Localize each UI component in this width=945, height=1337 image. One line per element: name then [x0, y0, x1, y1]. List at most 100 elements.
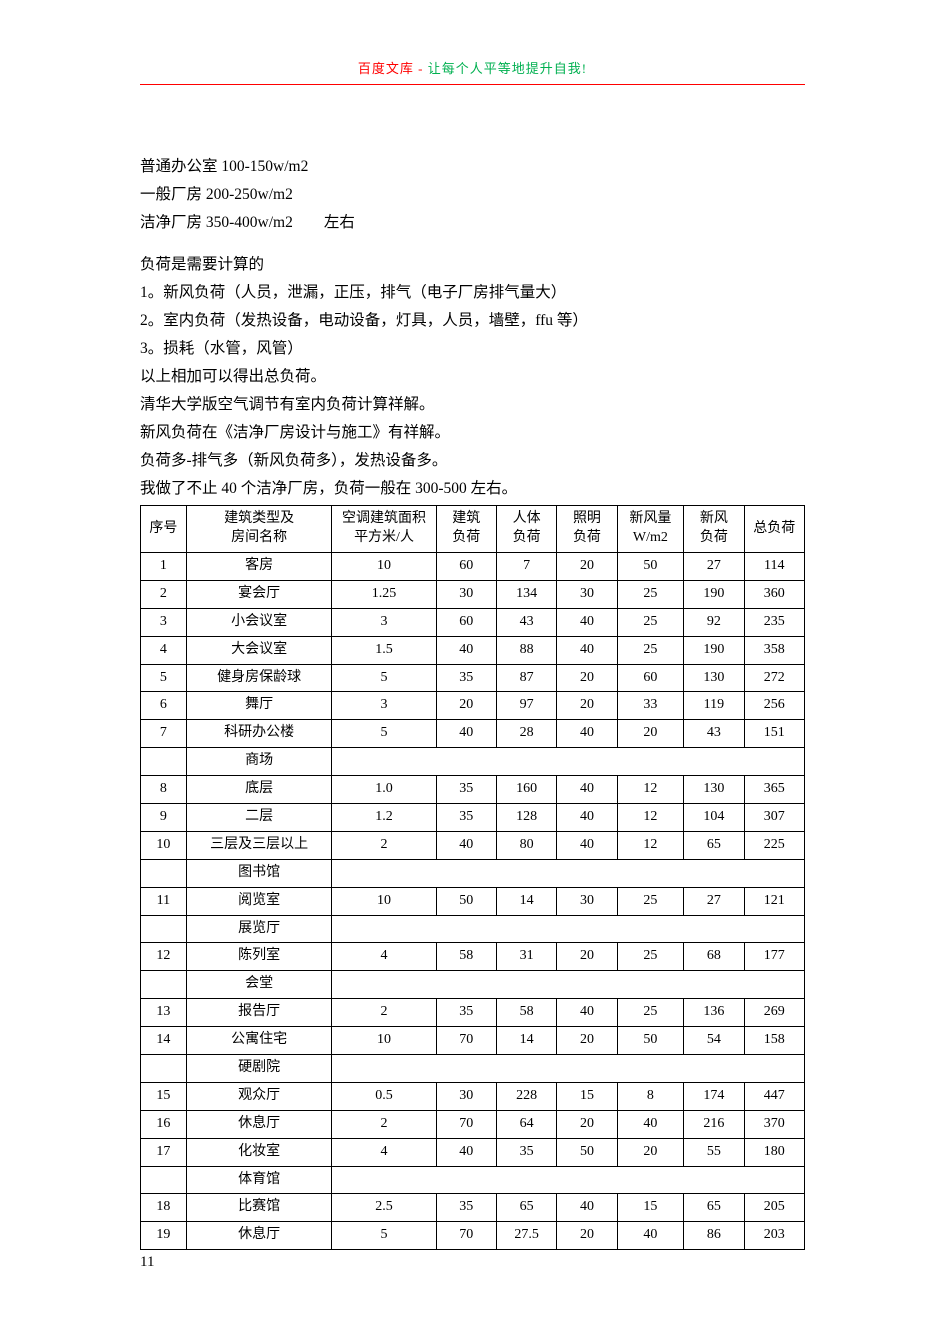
cell-area: 10: [332, 552, 436, 580]
cell-total: 272: [744, 664, 804, 692]
cell-empty-span: [332, 971, 805, 999]
cell-fresh: 25: [617, 943, 684, 971]
table-row: 会堂: [141, 971, 805, 999]
cell-fresh: 12: [617, 776, 684, 804]
load-table: 序号 建筑类型及 房间名称 空调建筑面积 平方米/人 建筑 负荷 人体 负荷: [140, 505, 805, 1250]
cell-fresh: 8: [617, 1082, 684, 1110]
cell-body: 28: [496, 720, 556, 748]
page-header: 百度文库 - 让每个人平等地提升自我!: [0, 0, 945, 93]
cell-fload: 130: [684, 664, 744, 692]
cell-arch: 35: [436, 776, 496, 804]
table-row: 体育馆: [141, 1166, 805, 1194]
cell-seq: 15: [141, 1082, 187, 1110]
cell-name: 小会议室: [186, 608, 332, 636]
cell-arch: 70: [436, 1027, 496, 1055]
cell-body: 35: [496, 1138, 556, 1166]
cell-fresh: 12: [617, 803, 684, 831]
cell-light: 20: [557, 943, 617, 971]
cell-fresh: 25: [617, 580, 684, 608]
para-line: 1。新风负荷（人员，泄漏，正压，排气（电子厂房排气量大）: [140, 281, 805, 305]
para-line: 以上相加可以得出总负荷。: [140, 365, 805, 389]
cell-fload: 68: [684, 943, 744, 971]
cell-arch: 60: [436, 608, 496, 636]
cell-seq: 5: [141, 664, 187, 692]
page-number: 11: [140, 1254, 154, 1271]
cell-total: 180: [744, 1138, 804, 1166]
table-row: 6舞厅320972033119256: [141, 692, 805, 720]
cell-name: 观众厅: [186, 1082, 332, 1110]
cell-seq: [141, 748, 187, 776]
cell-fresh: 25: [617, 608, 684, 636]
col-light-l2: 负荷: [573, 530, 601, 545]
cell-name: 休息厅: [186, 1110, 332, 1138]
cell-name: 报告厅: [186, 999, 332, 1027]
intro-line: 洁净厂房 350-400w/m2 左右: [140, 211, 805, 235]
cell-name: 宴会厅: [186, 580, 332, 608]
cell-fload: 190: [684, 580, 744, 608]
cell-name: 客房: [186, 552, 332, 580]
cell-fresh: 33: [617, 692, 684, 720]
cell-section-name: 展览厅: [186, 915, 332, 943]
cell-fresh: 40: [617, 1110, 684, 1138]
cell-body: 64: [496, 1110, 556, 1138]
cell-empty-span: [332, 859, 805, 887]
table-header-row: 序号 建筑类型及 房间名称 空调建筑面积 平方米/人 建筑 负荷 人体 负荷: [141, 506, 805, 553]
cell-fresh: 20: [617, 720, 684, 748]
cell-arch: 40: [436, 636, 496, 664]
cell-area: 1.0: [332, 776, 436, 804]
cell-seq: 10: [141, 831, 187, 859]
para-line: 3。损耗（水管，风管）: [140, 337, 805, 361]
cell-section-name: 商场: [186, 748, 332, 776]
cell-name: 阅览室: [186, 887, 332, 915]
cell-fload: 216: [684, 1110, 744, 1138]
cell-fresh: 60: [617, 664, 684, 692]
col-area-l1: 空调建筑面积: [342, 511, 426, 526]
cell-area: 1.2: [332, 803, 436, 831]
cell-light: 40: [557, 720, 617, 748]
cell-total: 121: [744, 887, 804, 915]
cell-total: 358: [744, 636, 804, 664]
col-light-l1: 照明: [573, 511, 601, 526]
col-light: 照明 负荷: [557, 506, 617, 553]
cell-light: 50: [557, 1138, 617, 1166]
cell-light: 20: [557, 552, 617, 580]
cell-seq: 11: [141, 887, 187, 915]
cell-fresh: 15: [617, 1194, 684, 1222]
col-seq: 序号: [141, 506, 187, 553]
cell-empty-span: [332, 915, 805, 943]
cell-seq: [141, 1055, 187, 1083]
cell-fload: 136: [684, 999, 744, 1027]
table-row: 2宴会厅1.25301343025190360: [141, 580, 805, 608]
cell-section-name: 会堂: [186, 971, 332, 999]
col-name-l1: 建筑类型及: [224, 511, 294, 526]
cell-body: 88: [496, 636, 556, 664]
table-row: 图书馆: [141, 859, 805, 887]
table-row: 15观众厅0.530228158174447: [141, 1082, 805, 1110]
cell-area: 2: [332, 999, 436, 1027]
table-row: 17化妆室44035502055180: [141, 1138, 805, 1166]
cell-body: 58: [496, 999, 556, 1027]
col-name-l2: 房间名称: [231, 530, 287, 545]
cell-arch: 50: [436, 887, 496, 915]
header-sep: -: [414, 61, 428, 76]
cell-fresh: 25: [617, 636, 684, 664]
cell-light: 40: [557, 636, 617, 664]
cell-light: 40: [557, 803, 617, 831]
cell-body: 128: [496, 803, 556, 831]
cell-body: 134: [496, 580, 556, 608]
cell-body: 27.5: [496, 1222, 556, 1250]
cell-seq: 19: [141, 1222, 187, 1250]
cell-fresh: 25: [617, 999, 684, 1027]
cell-name: 公寓住宅: [186, 1027, 332, 1055]
header-brand: 百度文库: [358, 61, 414, 76]
cell-name: 舞厅: [186, 692, 332, 720]
cell-total: 447: [744, 1082, 804, 1110]
cell-total: 269: [744, 999, 804, 1027]
header-rule: [140, 84, 805, 85]
cell-seq: 6: [141, 692, 187, 720]
cell-area: 2: [332, 1110, 436, 1138]
cell-name: 化妆室: [186, 1138, 332, 1166]
col-name: 建筑类型及 房间名称: [186, 506, 332, 553]
cell-total: 151: [744, 720, 804, 748]
table-row: 7科研办公楼54028402043151: [141, 720, 805, 748]
